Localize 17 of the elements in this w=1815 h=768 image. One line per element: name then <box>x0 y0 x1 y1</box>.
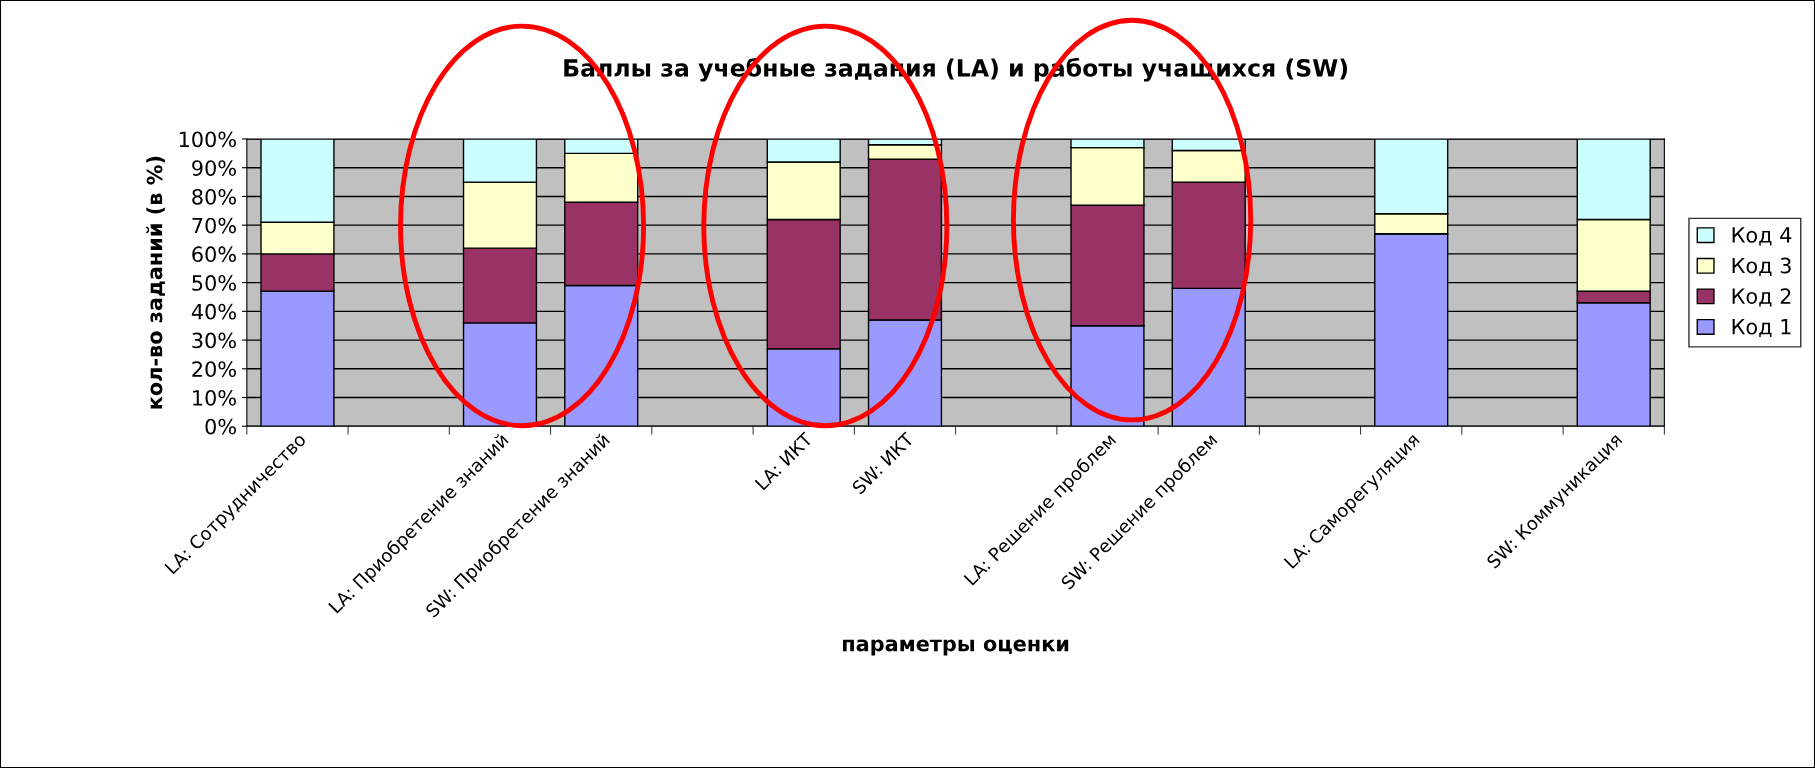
y-tick-label: 30% <box>192 332 236 349</box>
y-tick-label: 100% <box>179 131 236 148</box>
y-tick-label: 20% <box>192 361 236 377</box>
legend-label: Код 3 <box>1732 257 1791 276</box>
y-tick-label: 60% <box>192 246 236 263</box>
legend-label: Код 2 <box>1732 288 1791 307</box>
y-tick-label: 90% <box>192 160 236 176</box>
y-tick-label: 70% <box>192 217 236 234</box>
y-axis-title: кол-во заданий (в %) <box>146 156 165 409</box>
y-tick-label: 0% <box>205 418 236 435</box>
y-tick-label: 80% <box>192 188 236 205</box>
x-axis-title: параметры оценки <box>843 639 1069 656</box>
y-tick-label: 50% <box>192 275 236 291</box>
legend-label: Код 1 <box>1732 319 1791 338</box>
y-tick-label: 40% <box>191 303 236 320</box>
legend-label: Код 4 <box>1732 227 1792 246</box>
y-tick-label: 10% <box>193 389 236 406</box>
